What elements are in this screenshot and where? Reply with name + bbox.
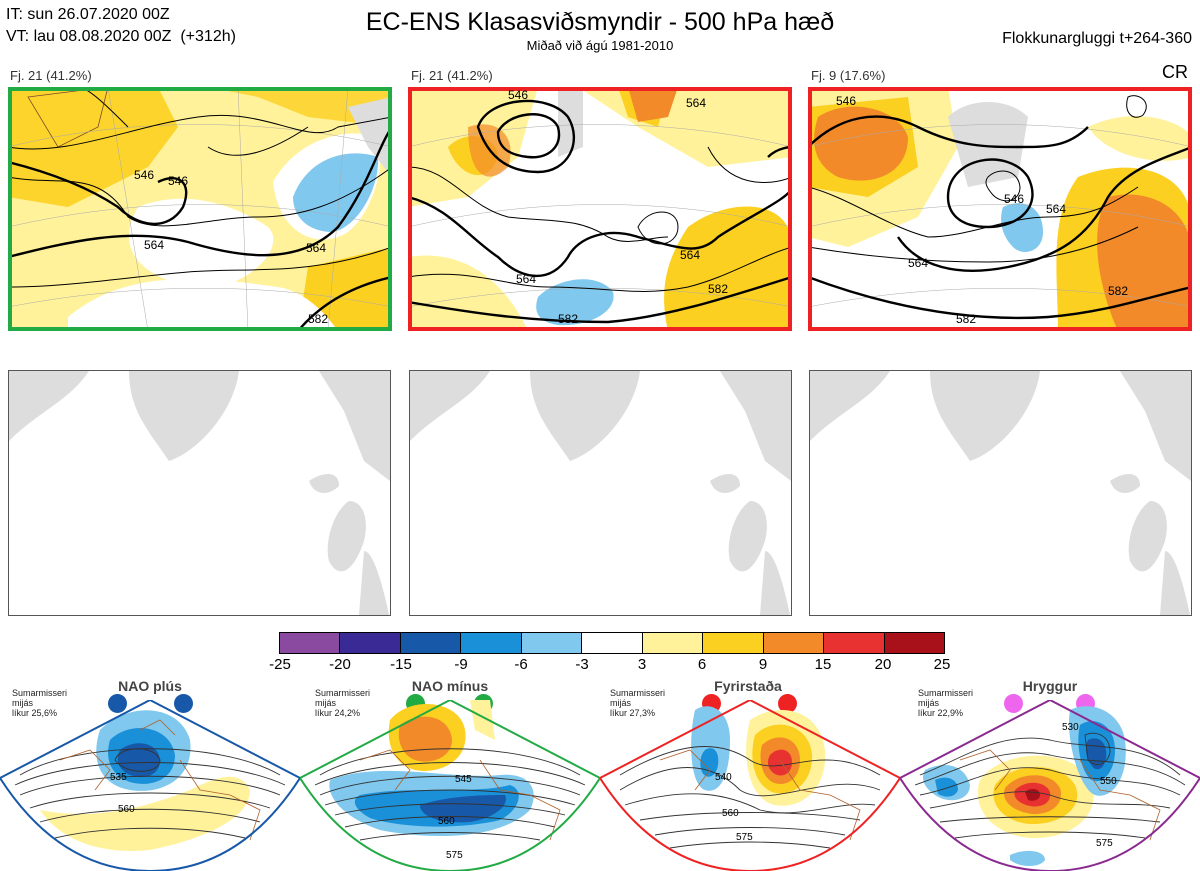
colorbar-swatch: [460, 633, 521, 653]
contour-label: 530: [1062, 722, 1079, 733]
colorbar-swatch: [399, 633, 461, 653]
colorbar-tick: 15: [814, 656, 832, 673]
regime-2-name: NAO mínus: [411, 678, 489, 694]
colorbar-tick: 20: [874, 656, 892, 673]
contour-label: 560: [722, 808, 739, 819]
regime-1-dot-right: [174, 694, 193, 713]
cluster-map-1[interactable]: 546 546 564 564 582: [8, 87, 392, 331]
empty-map-2: [409, 370, 792, 616]
colorbar-swatch: [581, 633, 642, 653]
colorbar-tick: -3: [575, 656, 589, 673]
page-subtitle: Miðað við ágú 1981-2010: [526, 38, 674, 53]
fan-outline: [0, 700, 300, 871]
regime-1-name: NAO plús: [118, 678, 182, 694]
initial-time: IT: sun 26.07.2020 00Z: [6, 6, 170, 23]
contour-label: 546: [134, 168, 154, 182]
colorbar-swatch: [339, 633, 400, 653]
contour-label: 582: [308, 312, 328, 326]
colorbar-tick: 25: [933, 656, 951, 673]
colorbar-swatch: [702, 633, 763, 653]
cluster-2-label: Fj. 21 (41.2%): [411, 68, 493, 83]
colorbar-tick: 3: [637, 656, 647, 673]
contour-label: 564: [306, 241, 326, 255]
empty-map-3: [809, 370, 1192, 616]
regime-4-info: Sumarmisseri mijás líkur 22,9%: [918, 688, 974, 718]
contour-label: 575: [736, 832, 753, 843]
regime-3-dot-right: [778, 694, 797, 713]
contour-label: 582: [708, 282, 728, 296]
contour-label: 582: [956, 312, 976, 326]
colorbar-swatch: [823, 633, 884, 653]
regime-3-info: Sumarmisseri mijás líkur 27,3%: [610, 688, 666, 718]
regime-map-hryggur[interactable]: 530 550 575: [900, 700, 1200, 871]
header-times: IT: sun 26.07.2020 00Z VT: lau 08.08.2020…: [6, 4, 236, 48]
regime-4-name: Hryggur: [1022, 678, 1078, 694]
contour-label: 575: [446, 850, 463, 861]
colorbar-tick: 6: [697, 656, 707, 673]
contour-label: 545: [455, 774, 472, 785]
colorbar-tick: -25: [269, 656, 291, 673]
regime-1-dot-left: [108, 694, 127, 713]
fan-outline: [900, 700, 1200, 871]
colorbar-swatch: [883, 633, 944, 653]
colorbar-tick: -20: [329, 656, 351, 673]
contour-label: 546: [508, 88, 528, 102]
colorbar-tick: -9: [454, 656, 468, 673]
regime-2-info: Sumarmisseri mijás líkur 24,2%: [315, 688, 371, 718]
regime-3-name: Fyrirstaða: [714, 678, 782, 694]
cluster-3-label: Fj. 9 (17.6%): [811, 68, 886, 83]
contour-label: 546: [1004, 192, 1024, 206]
colorbar-swatch: [280, 633, 340, 653]
contour-label: 550: [1100, 776, 1117, 787]
colorbar-swatch: [520, 633, 582, 653]
contour-label: 575: [1096, 838, 1113, 849]
classification-window: Flokkunargluggi t+264-360: [1002, 30, 1192, 47]
valid-time: VT: lau 08.08.2020 00Z (+312h): [6, 28, 236, 45]
colorbar: [279, 632, 945, 654]
colorbar-tick: -6: [514, 656, 528, 673]
page-title: EC-ENS Klasasviðsmyndir - 500 hPa hæð: [365, 8, 835, 36]
contour-label: 535: [110, 772, 127, 783]
cluster-map-3[interactable]: 546 564 546 564 582 582: [808, 87, 1192, 331]
fan-outline: [600, 700, 900, 871]
contour-label: 560: [438, 816, 455, 827]
contour-label: 564: [908, 256, 928, 270]
contour-label: 560: [118, 804, 135, 815]
contour-label: 546: [836, 94, 856, 108]
contour-label: 582: [1108, 284, 1128, 298]
contour-label: 540: [715, 772, 732, 783]
fan-outline: [300, 700, 600, 871]
contour-label: 564: [516, 272, 536, 286]
contour-label: 564: [686, 96, 706, 110]
regime-map-nao-plus[interactable]: 535 560: [0, 700, 300, 871]
colorbar-tick: -15: [390, 656, 412, 673]
contour-label: 546: [168, 174, 188, 188]
regime-map-nao-minus[interactable]: 545 560 575: [300, 700, 600, 871]
contour-label: 582: [558, 312, 578, 326]
regime-1-info: Sumarmisseri mijás líkur 25,6%: [12, 688, 68, 718]
contour-label: 564: [144, 238, 164, 252]
colorbar-swatch: [762, 633, 824, 653]
colorbar-swatch: [641, 633, 703, 653]
colorbar-tick: 9: [758, 656, 768, 673]
regime-map-fyrirstada[interactable]: 540 560 575: [600, 700, 900, 871]
contour-label: 564: [680, 248, 700, 262]
cr-label: CR: [1162, 62, 1188, 82]
contour-label: 564: [1046, 202, 1066, 216]
cluster-map-2[interactable]: 546 564 564 582 582 564: [408, 87, 792, 331]
cluster-1-label: Fj. 21 (41.2%): [10, 68, 92, 83]
empty-map-1: [8, 370, 391, 616]
regime-4-dot-left: [1004, 694, 1023, 713]
